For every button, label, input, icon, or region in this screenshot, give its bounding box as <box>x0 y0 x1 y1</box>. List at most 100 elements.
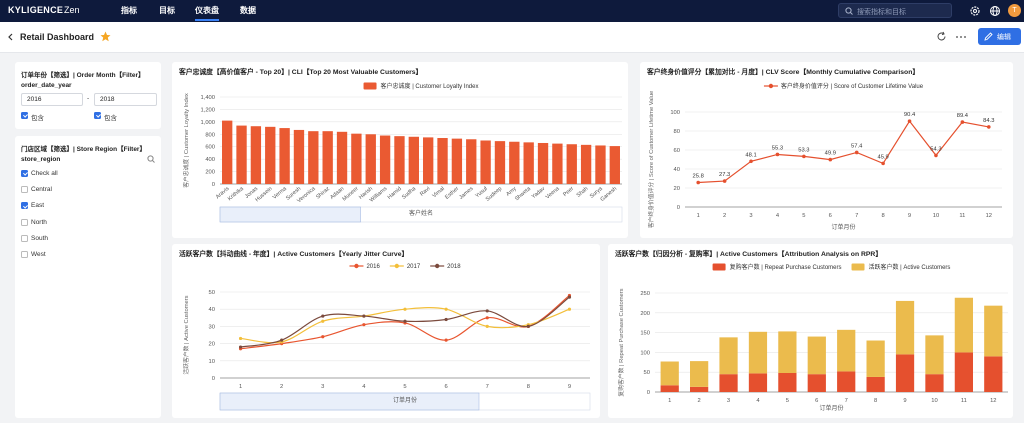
chart: 客户终身价值评分【累加对比 - 月度】| CLV Score【Monthly C… <box>646 67 1002 231</box>
point <box>485 309 489 313</box>
bar <box>778 331 797 373</box>
chart-title: 客户忠诚度【高价值客户 - Top 20】| CLI【Top 20 Most V… <box>178 67 422 76</box>
language-icon[interactable] <box>989 5 1001 17</box>
y-tick-label: 0 <box>647 390 650 396</box>
y-axis-title: 活跃客户数 | Active Customers <box>182 295 190 374</box>
filter-title: 门店区域【筛选】| Store Region【Filter】 <box>21 146 146 153</box>
y-tick-label: 400 <box>205 157 215 163</box>
checkbox[interactable] <box>21 218 28 226</box>
x-tick-label: 4 <box>756 398 760 404</box>
bar <box>336 131 348 184</box>
edit-label: 编辑 <box>997 34 1011 41</box>
bar <box>984 356 1003 392</box>
x-tick-label: 4 <box>362 384 366 390</box>
point <box>321 319 325 323</box>
bar <box>250 126 262 184</box>
checkbox[interactable] <box>21 112 28 119</box>
favorite-icon[interactable] <box>100 31 111 42</box>
chart-title: 活跃客户数【抖动曲线 - 年度】| Active Customers【Yearl… <box>179 249 408 258</box>
chart-title: 活跃客户数【归因分析 - 复购率】| Active Customers【Attr… <box>615 249 882 258</box>
edit-icon <box>984 32 993 41</box>
chart-title: 客户终身价值评分【累加对比 - 月度】| CLV Score【Monthly C… <box>646 67 919 76</box>
settings-icon[interactable] <box>969 5 981 17</box>
nav-item[interactable]: 仪表盘 <box>195 5 219 21</box>
checkbox[interactable] <box>94 112 101 119</box>
x-tick-label: Sudeep <box>485 186 503 203</box>
y-tick-label: 1,400 <box>200 95 215 101</box>
back-icon[interactable] <box>7 33 13 41</box>
nav-item[interactable]: 目标 <box>159 6 175 15</box>
y-tick-label: 200 <box>205 170 215 176</box>
y-axis-title: 客户忠诚度 | Customer Loyalty Index <box>182 93 190 188</box>
checkbox[interactable] <box>21 202 28 210</box>
x-tick-label: 3 <box>749 213 752 219</box>
x-tick-label: Yadav <box>531 186 547 201</box>
bar <box>719 374 738 392</box>
legend: 客户终身价值评分 | Score of Customer Lifetime Va… <box>763 82 924 90</box>
legend-label: 活跃客户数 | Active Customers <box>869 263 951 271</box>
x-tick-label: 5 <box>403 384 406 390</box>
bar <box>925 335 944 375</box>
y-tick-label: 150 <box>640 331 650 337</box>
bar <box>954 297 973 353</box>
checkbox[interactable] <box>21 251 28 258</box>
point <box>986 125 991 129</box>
x-tick-label: Shah <box>576 186 590 199</box>
data-label: 53.3 <box>798 147 809 153</box>
nav-item[interactable]: 指标 <box>121 6 137 15</box>
date-to[interactable]: 2018 <box>94 93 157 106</box>
x-tick-label: Hamid <box>387 186 403 201</box>
point <box>238 345 243 349</box>
bar <box>748 373 768 392</box>
x-tick-label: 4 <box>776 213 780 219</box>
x-tick-label: Muneer <box>342 186 360 203</box>
point <box>854 150 859 155</box>
x-tick-label: 6 <box>815 398 818 404</box>
y-tick-label: 80 <box>674 129 680 135</box>
legend: 复购客户数 | Repeat Purchase Customers 活跃客户数 |… <box>712 263 951 271</box>
checkbox[interactable] <box>21 234 28 242</box>
x-tick-label: 2 <box>698 398 701 404</box>
point <box>444 338 448 342</box>
x-axis-title: 订单月份 <box>393 396 417 404</box>
range-separator: - <box>87 95 90 102</box>
avatar[interactable]: T <box>1008 4 1021 17</box>
chart-panel: 客户忠诚度【高价值客户 - Top 20】| CLI【Top 20 Most V… <box>172 62 628 238</box>
filter-panel: 订单年份【筛选】| Order Month【Filter】 order_date… <box>15 62 161 129</box>
logo[interactable]: KYLIGENCE <box>8 5 64 15</box>
y-tick-label: 20 <box>674 186 680 192</box>
search-icon[interactable] <box>147 155 155 163</box>
bar <box>837 371 856 392</box>
search-box[interactable]: 搜索指标和目标 <box>838 3 952 18</box>
legend-swatch <box>851 263 865 271</box>
x-tick-label: 3 <box>727 398 730 404</box>
search-icon <box>845 7 853 15</box>
x-tick-label: Ravi <box>419 186 431 198</box>
x-tick-label: Sudha <box>401 185 418 200</box>
refresh-icon[interactable] <box>936 31 947 42</box>
option-label: East <box>31 202 45 210</box>
y-tick-label: 100 <box>670 110 680 116</box>
checkbox[interactable] <box>21 186 28 194</box>
x-tick-label: 11 <box>961 398 967 404</box>
bar <box>895 354 915 392</box>
point <box>881 161 885 166</box>
legend-swatch <box>363 82 377 90</box>
more-icon[interactable] <box>955 35 967 39</box>
bar <box>807 374 826 392</box>
point <box>567 295 572 299</box>
date-from[interactable]: 2016 <box>21 93 83 106</box>
checkbox[interactable] <box>21 170 28 177</box>
bar <box>480 140 491 184</box>
bar <box>451 138 463 184</box>
x-tick-label: 5 <box>802 213 805 219</box>
legend: 客户忠诚度 | Customer Loyalty Index <box>363 82 478 90</box>
x-tick-label: 1 <box>239 384 242 390</box>
edit-button[interactable]: 编辑 <box>978 28 1021 45</box>
data-label: 48.1 <box>745 152 756 158</box>
bar <box>807 336 826 375</box>
nav-item[interactable]: 数据 <box>240 6 256 15</box>
filter-field: store_region <box>21 156 61 163</box>
x-tick-label: 8 <box>882 213 885 219</box>
bar <box>322 131 333 184</box>
